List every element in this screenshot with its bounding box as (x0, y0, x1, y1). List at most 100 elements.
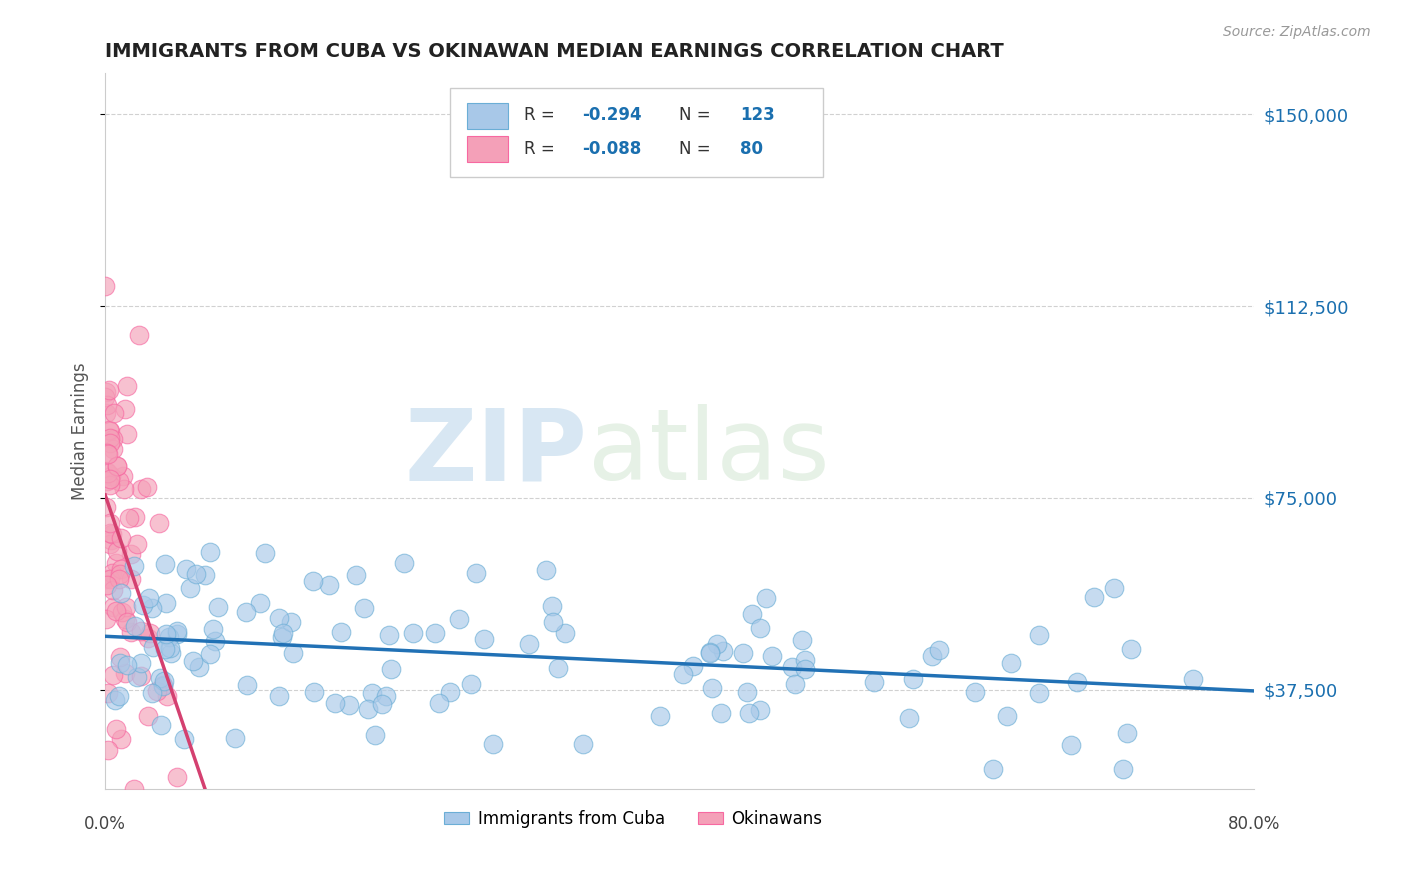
FancyBboxPatch shape (450, 87, 823, 178)
Point (200, 545, 222, 559)
Point (1102, 581, 1125, 595)
Point (283, 646, 305, 660)
Point (103, 582, 125, 597)
Point (108, 689, 131, 703)
Point (114, 665, 136, 680)
Point (464, 566, 486, 580)
Point (1116, 726, 1139, 740)
Text: atlas: atlas (588, 404, 830, 501)
Point (1112, 762, 1135, 776)
Point (101, 442, 124, 457)
Point (110, 586, 132, 600)
Text: 80: 80 (741, 139, 763, 158)
Point (699, 646, 721, 660)
Point (186, 567, 208, 582)
Text: 123: 123 (741, 106, 775, 124)
Point (125, 537, 148, 551)
Point (124, 558, 146, 573)
Point (157, 630, 180, 644)
Point (142, 640, 165, 654)
Point (794, 662, 817, 676)
Point (153, 557, 176, 571)
Point (98, 431, 121, 445)
Point (111, 468, 134, 483)
Point (380, 662, 402, 676)
Point (105, 459, 128, 474)
Point (179, 582, 201, 596)
Point (254, 546, 277, 560)
Point (482, 737, 505, 751)
Point (94, 500, 117, 515)
Text: Source: ZipAtlas.com: Source: ZipAtlas.com (1223, 25, 1371, 39)
Text: N =: N = (679, 139, 716, 158)
Point (572, 737, 595, 751)
Point (114, 599, 136, 614)
Point (105, 723, 128, 737)
Point (103, 599, 125, 614)
Point (1182, 672, 1205, 686)
Point (148, 516, 170, 530)
Point (449, 612, 471, 626)
Point (541, 615, 564, 630)
Point (120, 547, 142, 561)
Point (267, 689, 290, 703)
Point (96, 406, 118, 420)
Point (249, 596, 271, 610)
Point (104, 693, 127, 707)
Point (1028, 628, 1050, 642)
Text: R =: R = (524, 139, 561, 158)
Point (120, 572, 142, 586)
Point (96, 578, 118, 592)
Point (94, 390, 117, 404)
Point (1066, 674, 1088, 689)
Point (706, 637, 728, 651)
Point (155, 596, 177, 610)
Point (1059, 738, 1081, 752)
Point (963, 685, 986, 699)
Point (98, 572, 121, 586)
Point (114, 611, 136, 625)
Point (114, 401, 136, 416)
Point (94, 279, 117, 293)
Text: IMMIGRANTS FROM CUBA VS OKINAWAN MEDIAN EARNINGS CORRELATION CHART: IMMIGRANTS FROM CUBA VS OKINAWAN MEDIAN … (105, 42, 1004, 61)
Point (378, 628, 401, 642)
Point (141, 601, 163, 615)
Point (108, 572, 131, 586)
Point (534, 563, 557, 577)
Point (921, 649, 943, 664)
Point (136, 631, 159, 645)
Point (124, 509, 146, 524)
Point (460, 676, 482, 690)
Point (364, 728, 387, 742)
Point (371, 697, 394, 711)
Point (330, 625, 353, 640)
Point (337, 698, 360, 712)
Point (699, 645, 721, 659)
Point (96, 398, 118, 412)
FancyBboxPatch shape (467, 103, 509, 128)
Point (141, 686, 163, 700)
Point (100, 533, 122, 547)
Point (166, 770, 188, 784)
Point (94, 385, 117, 400)
Point (710, 706, 733, 720)
FancyBboxPatch shape (467, 136, 509, 162)
Point (472, 632, 495, 647)
Point (353, 601, 375, 615)
Point (124, 618, 146, 632)
Point (105, 459, 128, 474)
Point (402, 626, 425, 640)
Point (981, 762, 1004, 776)
Point (128, 328, 150, 343)
Point (735, 685, 758, 699)
Point (236, 678, 259, 692)
Point (111, 605, 134, 619)
Point (733, 646, 755, 660)
Point (863, 675, 886, 690)
Point (790, 632, 813, 647)
Point (423, 625, 446, 640)
Point (129, 657, 152, 671)
Point (155, 627, 177, 641)
Point (174, 562, 197, 576)
Point (711, 643, 734, 657)
